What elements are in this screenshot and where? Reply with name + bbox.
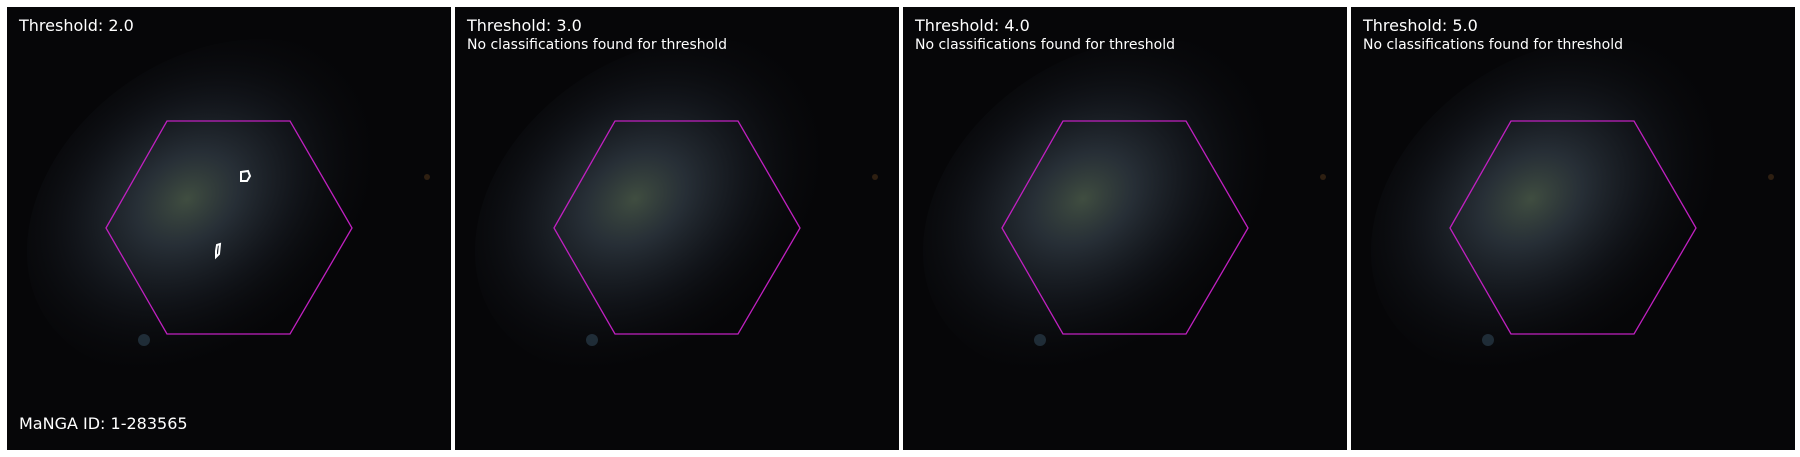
galaxy-image: [903, 7, 1347, 450]
no-classifications-message: No classifications found for threshold: [915, 37, 1175, 53]
galaxy-image: [1351, 7, 1795, 450]
contour-outline: [215, 242, 222, 260]
panel-threshold-4: Threshold: 4.0 No classifications found …: [903, 7, 1347, 450]
threshold-label: Threshold: 4.0: [915, 16, 1030, 35]
threshold-label: Threshold: 3.0: [467, 16, 582, 35]
hexagon-outline: [553, 120, 801, 335]
galaxy-image: [455, 7, 899, 450]
manga-id-label: MaNGA ID: 1-283565: [19, 414, 188, 433]
panel-threshold-5: Threshold: 5.0 No classifications found …: [1351, 7, 1795, 450]
no-classifications-message: No classifications found for threshold: [467, 37, 727, 53]
hexagon-outline: [1001, 120, 1249, 335]
galaxy-image: [7, 7, 451, 450]
threshold-label: Threshold: 5.0: [1363, 16, 1478, 35]
no-classifications-message: No classifications found for threshold: [1363, 37, 1623, 53]
contour-outline: [240, 169, 252, 182]
panel-threshold-2: Threshold: 2.0 MaNGA ID: 1-283565: [7, 7, 451, 450]
threshold-label: Threshold: 2.0: [19, 16, 134, 35]
panel-threshold-3: Threshold: 3.0 No classifications found …: [455, 7, 899, 450]
hexagon-outline: [105, 120, 353, 335]
hexagon-outline: [1449, 120, 1697, 335]
